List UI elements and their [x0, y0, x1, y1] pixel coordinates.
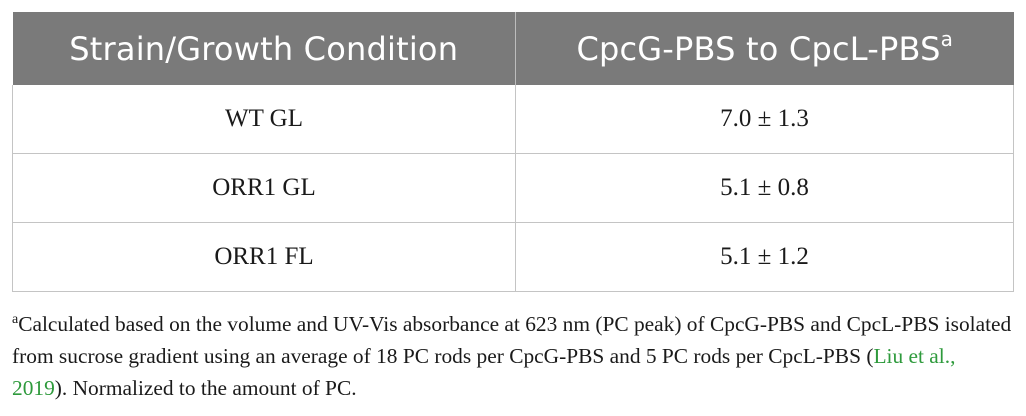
header-row: Strain/Growth Condition CpcG-PBS to CpcL…	[12, 12, 1014, 85]
table-header: Strain/Growth Condition CpcG-PBS to CpcL…	[12, 12, 1014, 85]
cell-condition: ORR1 FL	[12, 222, 516, 292]
citation-link[interactable]: Liu et al., 2019	[12, 344, 956, 400]
header-ratio-label: CpcG-PBS to CpcL-PBS	[576, 29, 941, 68]
cell-ratio: 5.1 ± 0.8	[515, 153, 1014, 223]
table-row: ORR1 GL 5.1 ± 0.8	[12, 153, 1014, 223]
table-row: WT GL 7.0 ± 1.3	[12, 85, 1014, 154]
header-ratio-footnote-marker: a	[940, 26, 954, 51]
cell-ratio: 7.0 ± 1.3	[515, 85, 1014, 154]
header-ratio: CpcG-PBS to CpcL-PBSa	[515, 12, 1014, 85]
cell-condition: ORR1 GL	[12, 153, 516, 223]
data-table-container: Strain/Growth Condition CpcG-PBS to CpcL…	[12, 12, 1014, 292]
table-body: WT GL 7.0 ± 1.3 ORR1 GL 5.1 ± 0.8 ORR1 F…	[12, 85, 1014, 292]
header-strain-condition: Strain/Growth Condition	[12, 12, 516, 85]
cell-ratio: 5.1 ± 1.2	[515, 222, 1014, 292]
header-strain-condition-label: Strain/Growth Condition	[69, 29, 459, 68]
footnote-marker: a	[12, 312, 19, 327]
cell-condition: WT GL	[12, 85, 516, 154]
data-table: Strain/Growth Condition CpcG-PBS to CpcL…	[12, 12, 1014, 292]
footnote-text-after: ). Normalized to the amount of PC.	[54, 376, 357, 400]
table-footnote: aCalculated based on the volume and UV-V…	[12, 308, 1016, 404]
table-row: ORR1 FL 5.1 ± 1.2	[12, 222, 1014, 292]
footnote-text-before: Calculated based on the volume and UV-Vi…	[12, 312, 1012, 368]
